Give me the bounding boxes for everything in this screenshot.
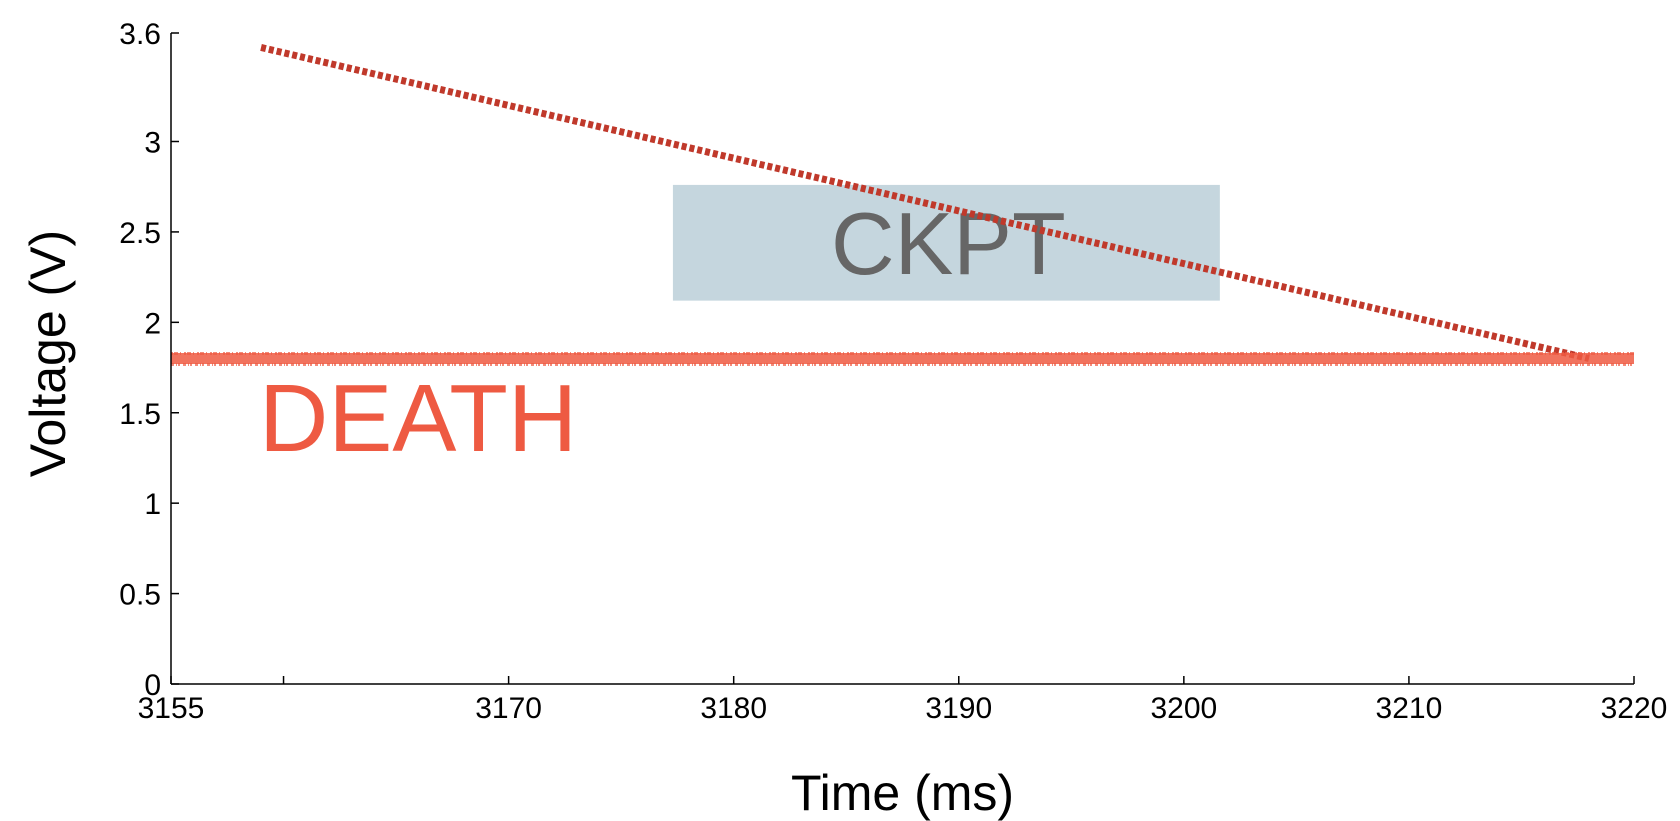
x-tick-label: 3190 [925,692,992,725]
axes: 0 0.5 1 1.5 2 2.5 3 3.6 3155 3170 3180 3190 3200 3210… [119,18,1667,725]
series-line-0 [260,44,1590,362]
y-tick-label: 3 [144,127,161,160]
x-tick-label: 3210 [1376,692,1443,725]
death-label: DEATH [259,365,577,472]
series-layer [171,44,1634,366]
ckpt-annotation: CKPT [672,184,1220,301]
y-tick-label: 2.5 [119,217,161,250]
x-tick-label: 3220 [1601,692,1668,725]
x-tick-label: 3180 [700,692,767,725]
x-tick-label: 3170 [475,692,542,725]
y-tick-label: 1 [144,488,161,521]
y-tick-label: 2 [144,307,161,340]
y-tick-label: 0 [144,669,161,702]
y-tick-label: 3.6 [119,18,161,51]
y-tick-label: 0.5 [119,579,161,612]
x-tick-label: 3155 [138,692,205,725]
x-tick-label: 3200 [1150,692,1217,725]
series-line-1 [171,352,1634,366]
y-axis-title: Voltage (V) [20,230,76,477]
x-axis-title: Time (ms) [791,765,1014,821]
y-tick-label: 1.5 [119,398,161,431]
ckpt-box [672,184,1220,301]
